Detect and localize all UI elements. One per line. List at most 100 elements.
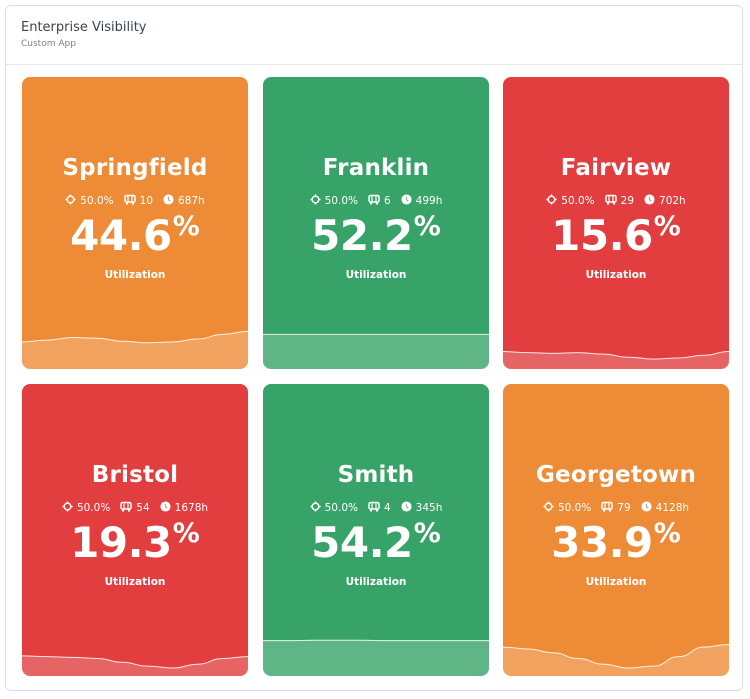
card-stats: 50.0% 29 702h [503,194,729,208]
trend-area [263,640,489,676]
card-stats: 50.0% 10 687h [22,194,248,208]
utilization-number: 44.6 [70,211,172,260]
utilization-value: 52.2% [263,211,489,260]
clock-icon [163,194,178,208]
card-grid: Springfield 50.0% 10 687h 44.6% Utilization Fr… [6,65,742,690]
utilization-value: 44.6% [22,211,248,260]
utilization-number: 33.9 [551,518,653,567]
count-value: 6 [383,195,391,207]
percent-sign: % [413,518,441,549]
hours-value: 702h [659,195,686,207]
utilization-trend-chart [22,655,248,676]
count-stat: 4 [368,501,391,515]
utilization-label: Utilization [345,576,407,588]
trend-line [22,655,248,669]
utilization-label: Utilization [104,269,166,281]
trend-line [22,330,248,344]
vehicle-icon [368,194,384,208]
hours-stat: 4128h [641,501,689,515]
app-subtitle: Custom App [21,39,76,49]
target-stat: 50.0% [65,194,114,208]
utilization-trend-chart [22,330,248,369]
target-value: 50.0% [557,502,592,514]
percent-sign: % [413,211,441,242]
utilization-label: Utilization [345,269,407,281]
app-header: Enterprise Visibility Custom App [6,6,742,65]
trend-line [503,351,729,360]
utilization-value: 15.6% [503,211,729,260]
percent-sign: % [653,518,681,549]
vehicle-icon [368,501,384,515]
card-springfield[interactable]: Springfield 50.0% 10 687h 44.6% Utilization [22,77,248,369]
clock-icon [401,194,416,208]
target-icon [310,194,325,208]
card-franklin[interactable]: Franklin 50.0% 6 499h 52.2% Utilization [263,77,489,369]
app-title: Enterprise Visibility [21,20,147,35]
target-stat: 50.0% [62,501,110,515]
hours-stat: 687h [163,194,205,208]
trend-area [263,334,489,369]
count-value: 4 [383,502,391,514]
utilization-trend-chart [263,333,489,369]
count-stat: 54 [120,501,150,515]
target-icon [62,501,77,515]
target-icon [543,501,558,515]
count-value: 29 [620,195,635,207]
clock-icon [401,501,416,515]
clock-icon [644,194,659,208]
vehicle-icon [601,501,617,515]
count-value: 79 [617,502,631,514]
target-icon [65,194,80,208]
percent-sign: % [172,211,200,242]
card-stats: 50.0% 79 4128h [503,501,729,515]
card-name: Georgetown [535,462,697,488]
target-value: 50.0% [80,195,114,207]
vehicle-icon [120,501,136,515]
card-bristol[interactable]: Bristol 50.0% 54 1678h 19.3% Utilization [22,384,248,676]
target-stat: 50.0% [310,194,358,208]
target-icon [310,501,325,515]
count-value: 10 [139,195,154,207]
count-stat: 29 [604,194,635,208]
target-stat: 50.0% [310,501,358,515]
percent-sign: % [653,211,681,242]
utilization-label: Utilization [104,576,166,588]
trend-area [22,655,248,676]
utilization-trend-chart [503,351,729,369]
vehicle-icon [123,194,140,208]
trend-area [503,351,729,369]
hours-stat: 345h [401,501,443,515]
utilization-trend-chart [503,643,729,676]
clock-icon [641,501,656,515]
card-fairview[interactable]: Fairview 50.0% 29 702h 15.6% Utilization [503,77,729,369]
utilization-number: 52.2 [311,211,413,260]
utilization-value: 33.9% [503,518,729,567]
count-stat: 79 [601,501,631,515]
utilization-trend-chart [263,639,489,676]
utilization-value: 54.2% [263,518,489,567]
trend-area [503,644,729,676]
utilization-value: 19.3% [22,518,248,567]
hours-value: 687h [178,195,205,207]
count-stat: 10 [123,194,154,208]
target-value: 50.0% [561,195,595,207]
card-georgetown[interactable]: Georgetown 50.0% 79 4128h 33.9% Utilization [503,384,729,676]
vehicle-icon [604,194,621,208]
target-value: 50.0% [76,502,111,514]
count-stat: 6 [368,194,391,208]
hours-value: 345h [415,502,443,514]
utilization-number: 54.2 [311,518,413,567]
card-name: Fairview [560,155,672,181]
utilization-label: Utilization [585,576,647,588]
card-name: Smith [337,462,415,488]
hours-stat: 1678h [160,501,208,515]
card-smith[interactable]: Smith 50.0% 4 345h 54.2% Utilization [263,384,489,676]
card-name: Springfield [62,155,208,181]
percent-sign: % [172,518,200,549]
target-value: 50.0% [324,195,358,207]
card-stats: 50.0% 4 345h [263,501,489,515]
hours-value: 1678h [174,502,209,514]
card-stats: 50.0% 6 499h [263,194,489,208]
utilization-number: 19.3 [70,518,172,567]
card-name: Bristol [91,462,179,488]
